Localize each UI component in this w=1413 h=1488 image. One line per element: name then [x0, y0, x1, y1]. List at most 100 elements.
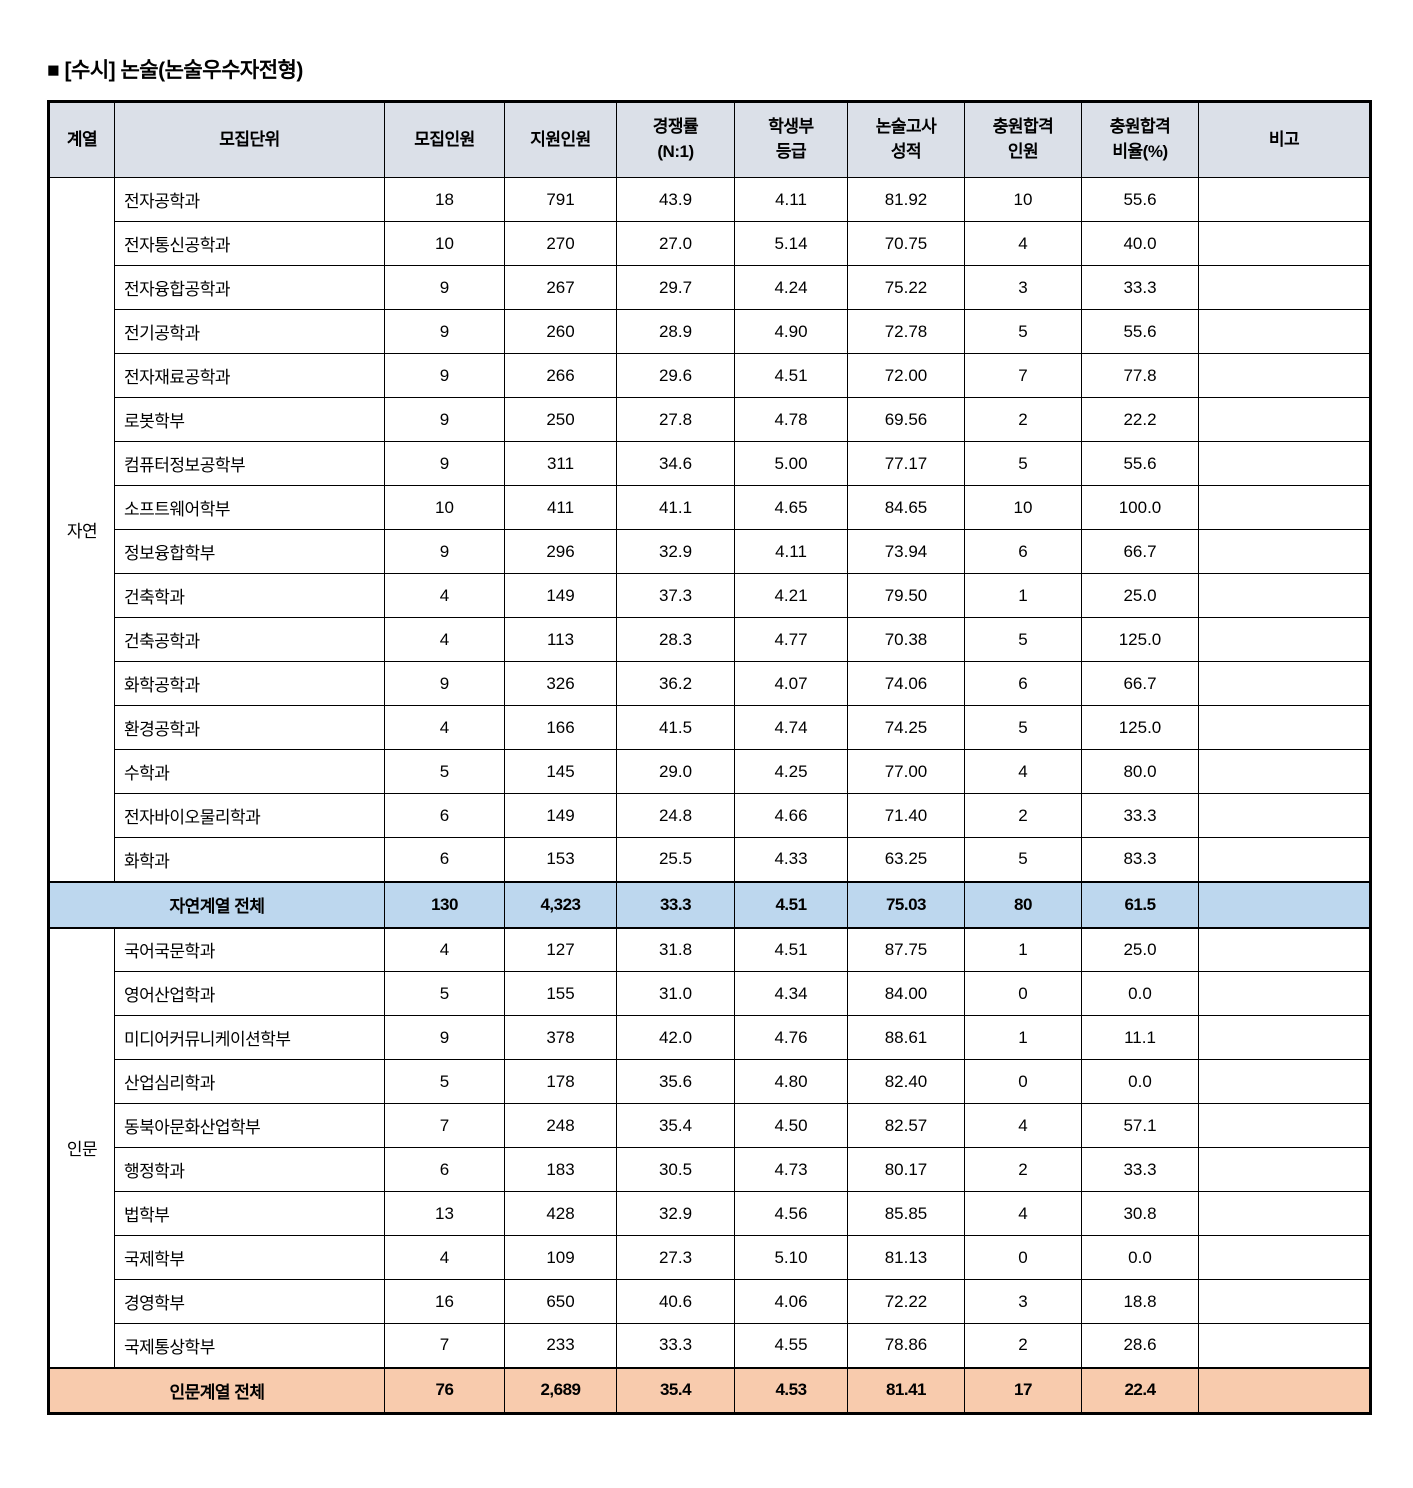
table-row: 환경공학과 4 166 41.5 4.74 74.25 5 125.0 [49, 705, 1371, 750]
value-cell: 4 [384, 573, 505, 618]
department-cell: 컴퓨터정보공학부 [114, 441, 385, 486]
table-row: 행정학과 6 183 30.5 4.73 80.17 2 33.3 [49, 1147, 1371, 1192]
value-cell: 29.0 [616, 749, 735, 794]
value-cell: 260 [504, 309, 617, 354]
value-cell: 267 [504, 265, 617, 310]
note-cell [1198, 177, 1371, 222]
value-cell: 9 [384, 661, 505, 706]
summary-value-cell: 4.51 [734, 880, 848, 929]
value-cell: 2 [964, 397, 1082, 442]
value-cell: 77.17 [847, 441, 965, 486]
value-cell: 4 [384, 617, 505, 662]
value-cell: 233 [504, 1323, 617, 1368]
note-cell [1198, 1235, 1371, 1280]
value-cell: 41.1 [616, 485, 735, 530]
table-row: 산업심리학과 5 178 35.6 4.80 82.40 0 0.0 [49, 1059, 1371, 1104]
table-header: 계열 모집단위 모집인원 지원인원 경쟁률 (N:1) 학생부 등급 논술고사 … [48, 101, 1371, 178]
value-cell: 34.6 [616, 441, 735, 486]
value-cell: 7 [384, 1103, 505, 1148]
note-cell [1198, 441, 1371, 486]
note-cell [1198, 617, 1371, 662]
value-cell: 4.55 [734, 1323, 848, 1368]
table-row: 소프트웨어학부 10 411 41.1 4.65 84.65 10 100.0 [49, 485, 1371, 530]
table-body: 자연 전자공학과 18 791 43.9 4.11 81.92 10 55.6 전자통신공학과 10… [48, 177, 1371, 1415]
department-cell: 전자재료공학과 [114, 353, 385, 398]
value-cell: 84.00 [847, 971, 965, 1016]
value-cell: 2 [964, 1323, 1082, 1368]
value-cell: 71.40 [847, 793, 965, 838]
summary-label-cell: 인문계열 전체 [48, 1366, 385, 1415]
department-cell: 전자융합공학과 [114, 265, 385, 310]
value-cell: 4 [384, 927, 505, 972]
value-cell: 5 [964, 705, 1082, 750]
value-cell: 30.8 [1081, 1191, 1199, 1236]
value-cell: 4.07 [734, 661, 848, 706]
value-cell: 5 [964, 309, 1082, 354]
note-cell [1198, 1059, 1371, 1104]
value-cell: 0 [964, 971, 1082, 1016]
value-cell: 378 [504, 1015, 617, 1060]
note-cell [1198, 265, 1371, 310]
value-cell: 80.0 [1081, 749, 1199, 794]
value-cell: 22.2 [1081, 397, 1199, 442]
value-cell: 32.9 [616, 529, 735, 574]
value-cell: 28.3 [616, 617, 735, 662]
summary-note-cell [1198, 1366, 1371, 1415]
department-cell: 수학과 [114, 749, 385, 794]
value-cell: 4.78 [734, 397, 848, 442]
value-cell: 33.3 [1081, 265, 1199, 310]
note-cell [1198, 397, 1371, 442]
value-cell: 6 [964, 661, 1082, 706]
department-cell: 로봇학부 [114, 397, 385, 442]
group-label-cell: 자연 [48, 177, 115, 882]
value-cell: 5 [384, 1059, 505, 1104]
value-cell: 80.17 [847, 1147, 965, 1192]
value-cell: 10 [964, 485, 1082, 530]
value-cell: 24.8 [616, 793, 735, 838]
note-cell [1198, 485, 1371, 530]
value-cell: 28.9 [616, 309, 735, 354]
summary-value-cell: 130 [384, 880, 505, 929]
value-cell: 183 [504, 1147, 617, 1192]
value-cell: 4.80 [734, 1059, 848, 1104]
value-cell: 5.10 [734, 1235, 848, 1280]
table-row: 국제통상학부 7 233 33.3 4.55 78.86 2 28.6 [49, 1323, 1371, 1368]
value-cell: 69.56 [847, 397, 965, 442]
note-cell [1198, 573, 1371, 618]
value-cell: 87.75 [847, 927, 965, 972]
column-header-record-grade: 학생부 등급 [734, 101, 848, 178]
header-row: 계열 모집단위 모집인원 지원인원 경쟁률 (N:1) 학생부 등급 논술고사 … [48, 101, 1371, 178]
value-cell: 13 [384, 1191, 505, 1236]
value-cell: 9 [384, 309, 505, 354]
department-cell: 국제통상학부 [114, 1323, 385, 1368]
column-header-quota: 모집인원 [384, 101, 505, 178]
value-cell: 25.5 [616, 837, 735, 882]
department-cell: 행정학과 [114, 1147, 385, 1192]
summary-value-cell: 75.03 [847, 880, 965, 929]
value-cell: 77.00 [847, 749, 965, 794]
value-cell: 4.50 [734, 1103, 848, 1148]
table-row: 자연 전자공학과 18 791 43.9 4.11 81.92 10 55.6 [48, 177, 1371, 882]
department-cell: 미디어커뮤니케이션학부 [114, 1015, 385, 1060]
value-cell: 82.57 [847, 1103, 965, 1148]
department-cell: 산업심리학과 [114, 1059, 385, 1104]
value-cell: 9 [384, 265, 505, 310]
note-cell [1198, 661, 1371, 706]
value-cell: 57.1 [1081, 1103, 1199, 1148]
value-cell: 178 [504, 1059, 617, 1104]
summary-value-cell: 61.5 [1081, 880, 1199, 929]
value-cell: 4.51 [734, 927, 848, 972]
note-cell [1198, 749, 1371, 794]
department-cell: 환경공학과 [114, 705, 385, 750]
summary-value-cell: 33.3 [616, 880, 735, 929]
value-cell: 82.40 [847, 1059, 965, 1104]
value-cell: 6 [384, 1147, 505, 1192]
value-cell: 6 [384, 793, 505, 838]
value-cell: 5 [384, 971, 505, 1016]
value-cell: 27.8 [616, 397, 735, 442]
value-cell: 266 [504, 353, 617, 398]
note-cell [1198, 1191, 1371, 1236]
note-cell [1198, 705, 1371, 750]
value-cell: 109 [504, 1235, 617, 1280]
